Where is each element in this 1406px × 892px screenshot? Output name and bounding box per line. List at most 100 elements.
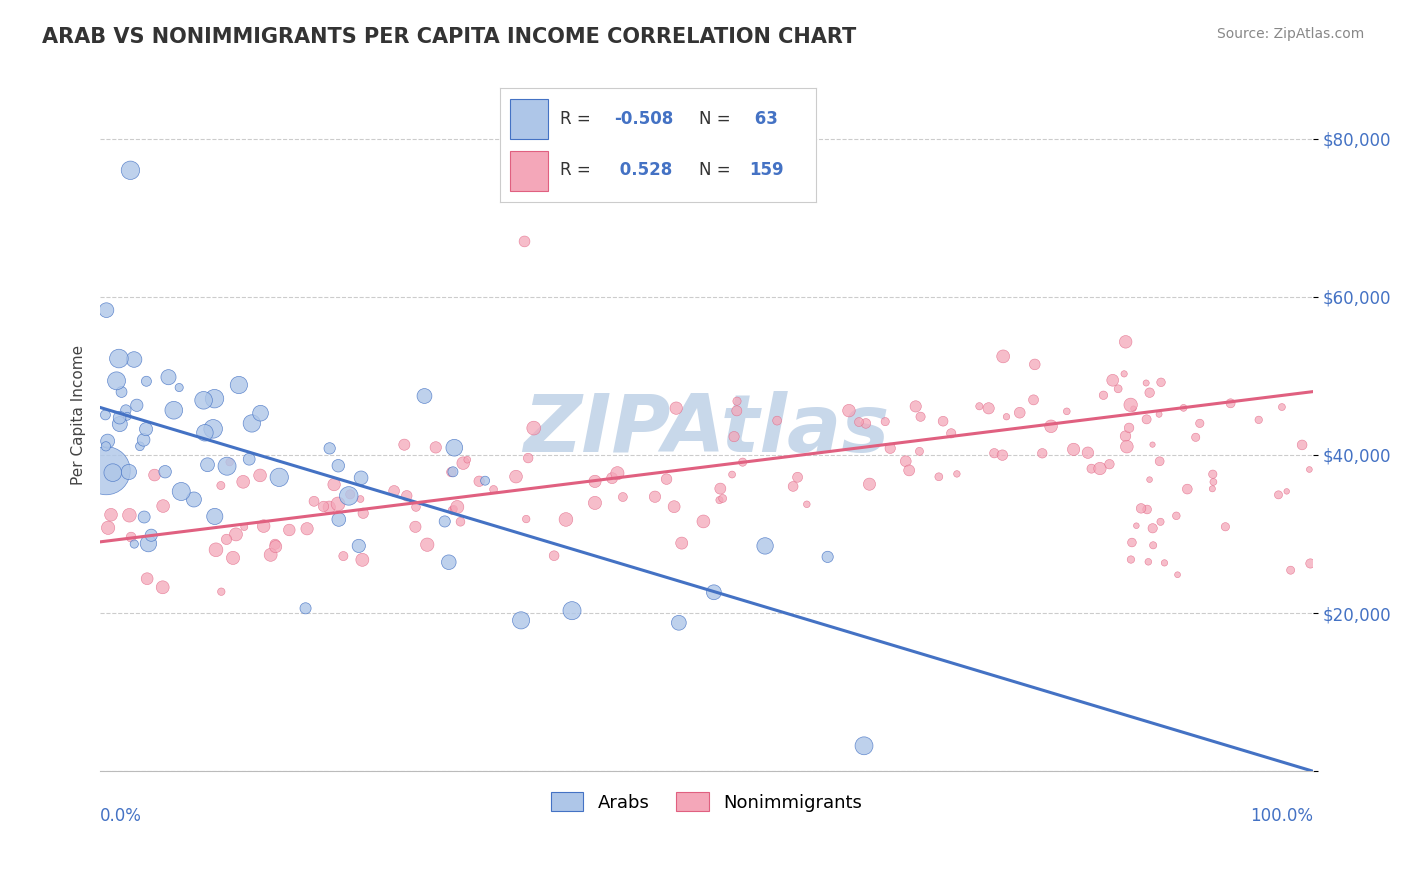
- Point: [517, 451, 540, 466]
- Point: [1142, 521, 1164, 535]
- Point: [1149, 515, 1171, 529]
- Point: [1173, 401, 1195, 415]
- Point: [1121, 535, 1143, 549]
- Point: [1150, 376, 1173, 390]
- Point: [183, 492, 205, 507]
- Point: [132, 433, 155, 447]
- Point: [1291, 438, 1313, 452]
- Point: [323, 477, 346, 491]
- Point: [721, 467, 744, 482]
- Point: [167, 380, 190, 394]
- Point: [295, 522, 318, 536]
- Point: [135, 374, 157, 388]
- Point: [122, 352, 145, 367]
- Point: [225, 527, 247, 541]
- Point: [644, 490, 666, 504]
- Point: [222, 550, 245, 565]
- Point: [312, 500, 335, 514]
- Point: [1056, 404, 1078, 418]
- Point: [446, 500, 468, 514]
- Point: [1125, 518, 1147, 533]
- Point: [505, 469, 527, 483]
- Point: [1031, 446, 1053, 460]
- Point: [1139, 385, 1161, 400]
- Point: [703, 585, 725, 599]
- Point: [209, 584, 232, 599]
- Point: [725, 394, 748, 409]
- Point: [264, 540, 287, 554]
- Point: [723, 429, 745, 443]
- Point: [115, 403, 138, 417]
- Point: [515, 512, 537, 526]
- Point: [1267, 488, 1289, 502]
- Point: [141, 528, 163, 542]
- Point: [969, 399, 991, 413]
- Point: [1008, 406, 1031, 420]
- Point: [1098, 457, 1121, 471]
- Point: [451, 456, 474, 470]
- Point: [97, 434, 120, 449]
- Point: [908, 444, 931, 458]
- Point: [441, 465, 464, 479]
- Point: [97, 521, 120, 535]
- Point: [1101, 373, 1123, 387]
- Point: [240, 417, 263, 431]
- Point: [1088, 461, 1111, 475]
- Point: [1063, 442, 1085, 457]
- Point: [1130, 501, 1153, 516]
- Point: [928, 470, 950, 484]
- Point: [991, 350, 1014, 364]
- Point: [433, 515, 456, 529]
- Point: [879, 442, 901, 456]
- Point: [349, 491, 371, 506]
- Point: [115, 409, 138, 424]
- Point: [120, 530, 142, 544]
- Point: [561, 604, 583, 618]
- Point: [1275, 484, 1298, 499]
- Point: [253, 519, 276, 533]
- Point: [1215, 520, 1237, 534]
- Point: [238, 452, 260, 467]
- Point: [482, 483, 505, 497]
- Point: [1139, 473, 1161, 487]
- Point: [124, 537, 146, 551]
- Point: [120, 163, 142, 178]
- Point: [855, 417, 877, 431]
- Point: [194, 425, 217, 440]
- Point: [440, 465, 463, 479]
- Point: [1092, 388, 1115, 402]
- Point: [425, 441, 447, 455]
- Point: [782, 479, 804, 493]
- Point: [170, 484, 193, 499]
- Point: [352, 506, 374, 520]
- Point: [1299, 557, 1322, 571]
- Point: [259, 548, 281, 562]
- Point: [1136, 412, 1159, 426]
- Point: [513, 235, 536, 249]
- Point: [205, 542, 228, 557]
- Point: [437, 555, 460, 569]
- Point: [1115, 334, 1137, 349]
- Point: [163, 403, 186, 417]
- Point: [105, 374, 128, 388]
- Point: [278, 523, 301, 537]
- Point: [249, 406, 271, 420]
- Point: [228, 378, 250, 392]
- Point: [143, 468, 166, 483]
- Point: [983, 446, 1005, 460]
- Point: [1024, 358, 1046, 372]
- Y-axis label: Per Capita Income: Per Capita Income: [72, 345, 86, 485]
- Point: [405, 500, 427, 514]
- Point: [441, 503, 464, 517]
- Point: [352, 553, 374, 567]
- Point: [328, 512, 350, 526]
- Point: [215, 459, 238, 474]
- Point: [218, 455, 240, 469]
- Point: [1122, 401, 1144, 416]
- Point: [946, 467, 969, 481]
- Point: [129, 439, 152, 453]
- Point: [1119, 398, 1142, 412]
- Point: [1271, 400, 1294, 414]
- Point: [875, 415, 897, 429]
- Point: [152, 499, 174, 513]
